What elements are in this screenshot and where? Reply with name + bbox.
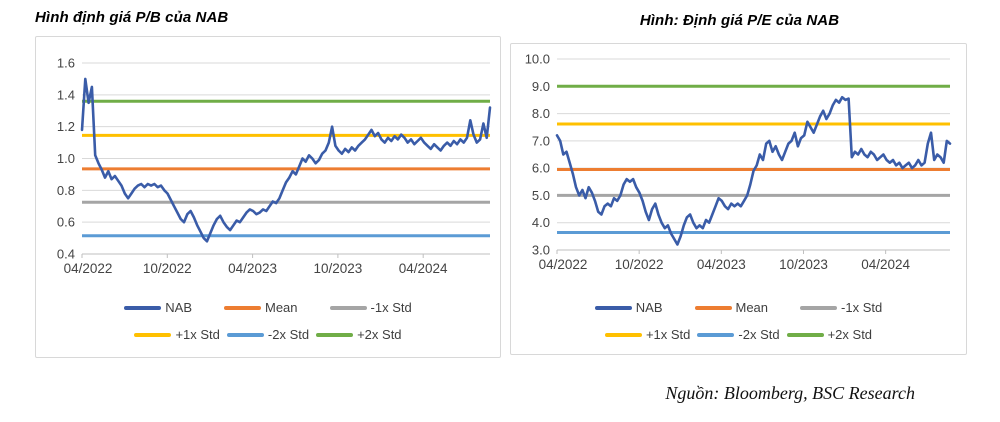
y-tick-label: 3.0: [532, 243, 550, 258]
y-tick-label: 7.0: [532, 133, 550, 148]
source-note: Nguồn: Bloomberg, BSC Research: [665, 383, 915, 403]
y-tick-label: 0.4: [57, 247, 75, 262]
legend-label: +1x Std: [175, 327, 220, 342]
pe-chart-legend: NAB Mean -1x Std +1x Std -2x Std +2x Std: [511, 300, 966, 342]
legend-swatch-icon: [224, 305, 261, 310]
legend-label: -1x Std: [841, 300, 883, 315]
y-tick-label: 0.6: [57, 215, 75, 230]
y-tick-label: 1.2: [57, 119, 75, 134]
pe-chart-plot: 3.0 4.0 5.0 6.0 7.0 8.0 9.0 10.0 04/2022 10/2022 0…: [525, 52, 952, 272]
legend-row: +1x Std -2x Std +2x Std: [134, 327, 402, 342]
legend-swatch-icon: [786, 332, 824, 337]
pe-chart-card: 3.0 4.0 5.0 6.0 7.0 8.0 9.0 10.0 04/2022 10/2022 0…: [510, 43, 967, 355]
legend-swatch-icon: [316, 332, 354, 337]
legend-item-mean: Mean: [224, 300, 298, 315]
legend-swatch-icon: [594, 305, 632, 310]
legend-label: +1x Std: [645, 327, 691, 342]
x-tick-label: 10/2023: [313, 261, 362, 276]
legend-item-mean: Mean: [694, 300, 769, 315]
legend-item-1x-std: -1x Std: [800, 300, 882, 315]
legend-item-nab: NAB: [594, 300, 663, 315]
legend-swatch-icon: [697, 332, 735, 337]
legend-swatch-icon: [134, 332, 172, 337]
y-tick-label: 10.0: [525, 52, 550, 67]
y-tick-label: 1.6: [57, 56, 75, 71]
y-tick-label: 9.0: [532, 79, 550, 94]
x-tick-label: 10/2022: [143, 261, 192, 276]
legend-swatch-icon: [694, 305, 732, 310]
y-tick-label: 5.0: [532, 188, 550, 203]
pb-chart-legend: NAB Mean -1x Std +1x Std -2x Std +2x Std: [36, 300, 500, 342]
legend-swatch-icon: [329, 305, 367, 310]
x-tick-label: 04/2023: [697, 257, 746, 272]
legend-item-2x-std: +2x Std: [316, 327, 402, 342]
y-tick-label: 4.0: [532, 215, 550, 230]
legend-label: -2x Std: [267, 327, 310, 342]
legend-label: -2x Std: [738, 327, 780, 342]
legend-label: Mean: [735, 300, 769, 315]
legend-label: +2x Std: [827, 327, 873, 342]
y-tick-label: 1.0: [57, 151, 75, 166]
legend-item-2x-std: -2x Std: [697, 327, 780, 342]
x-tick-label: 10/2023: [779, 257, 828, 272]
pb-chart-card: 0.4 0.6 0.8 1.0 1.2 1.4 1.6 04/2022 10/2022 04/20…: [35, 36, 501, 358]
x-tick-label: 04/2022: [539, 257, 588, 272]
legend-label: -1x Std: [370, 300, 412, 315]
legend-swatch-icon: [604, 332, 642, 337]
pe-chart-title: Hình: Định giá P/E của NAB: [639, 12, 840, 29]
legend-item-1x-std: -1x Std: [329, 300, 412, 315]
legend-item-1x-std: +1x Std: [134, 327, 220, 342]
legend-item-1x-std: +1x Std: [604, 327, 691, 342]
legend-row: NAB Mean -1x Std: [594, 300, 882, 315]
legend-label: NAB: [165, 300, 192, 315]
legend-item-2x-std: -2x Std: [226, 327, 310, 342]
legend-label: NAB: [635, 300, 663, 315]
legend-label: +2x Std: [357, 327, 402, 342]
series-line-nab: [555, 95, 952, 246]
legend-label: Mean: [265, 300, 298, 315]
x-tick-label: 04/2023: [228, 261, 277, 276]
legend-swatch-icon: [124, 305, 162, 310]
legend-row: +1x Std -2x Std +2x Std: [604, 327, 873, 342]
x-tick-label: 04/2024: [861, 257, 910, 272]
legend-item-2x-std: +2x Std: [786, 327, 873, 342]
y-tick-label: 6.0: [532, 161, 550, 176]
pb-chart-plot: 0.4 0.6 0.8 1.0 1.2 1.4 1.6 04/2022 10/2022 04/20…: [57, 56, 492, 276]
x-tick-label: 10/2022: [615, 257, 664, 272]
x-tick-label: 04/2024: [399, 261, 448, 276]
series-line-nab: [80, 77, 492, 243]
y-tick-label: 1.4: [57, 87, 75, 102]
legend-item-nab: NAB: [124, 300, 192, 315]
y-tick-label: 0.8: [57, 183, 75, 198]
legend-swatch-icon: [226, 332, 264, 337]
y-tick-label: 8.0: [532, 106, 550, 121]
legend-row: NAB Mean -1x Std: [124, 300, 412, 315]
x-tick-label: 04/2022: [64, 261, 113, 276]
pb-chart-title: Hình định giá P/B của NAB: [35, 9, 229, 26]
legend-swatch-icon: [800, 305, 838, 310]
